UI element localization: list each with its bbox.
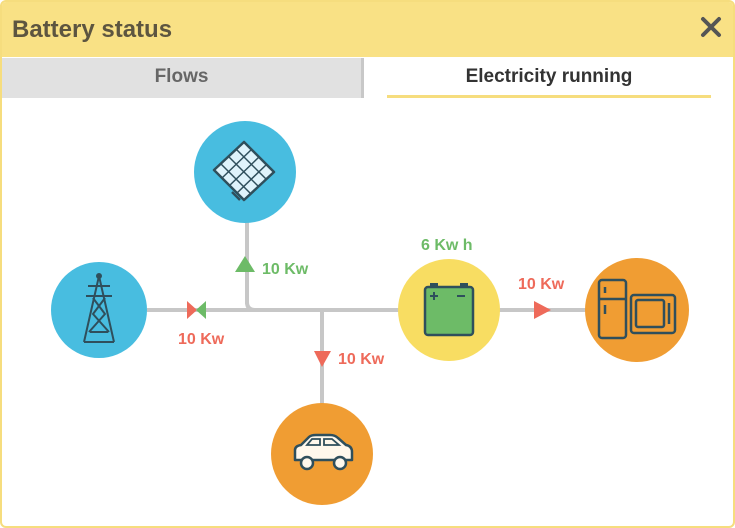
grid-node[interactable] <box>51 262 147 358</box>
transmission-tower-icon <box>83 273 115 343</box>
tab-electricity-running[interactable]: Electricity running <box>387 58 711 98</box>
appliances-flow-arrow-icon <box>534 301 551 319</box>
flow-lines <box>147 217 592 407</box>
close-icon[interactable] <box>698 14 724 40</box>
appliances-node[interactable] <box>585 258 689 362</box>
appliances-flow-label: 10 Kw <box>518 276 565 293</box>
grid-flow-label: 10 Kw <box>178 331 225 348</box>
window-title: Battery status <box>12 16 173 43</box>
solar-node[interactable] <box>194 121 296 223</box>
grid-bidirectional-arrow-icon <box>187 301 206 319</box>
car-node[interactable] <box>271 403 373 505</box>
car-icon <box>293 433 354 471</box>
solar-flow-arrow-icon <box>235 256 255 272</box>
battery-icon <box>423 283 475 337</box>
solar-panel-icon <box>212 140 276 202</box>
battery-node[interactable] <box>398 259 500 361</box>
battery-level-label: 6 Kw h <box>421 237 473 254</box>
solar-flow-label: 10 Kw <box>262 261 309 278</box>
tab-flows[interactable]: Flows <box>2 58 364 98</box>
title-bar: Battery status <box>2 2 733 57</box>
car-flow-arrow-icon <box>314 351 331 367</box>
fridge-tv-icon <box>597 278 677 340</box>
car-flow-label: 10 Kw <box>338 351 385 368</box>
